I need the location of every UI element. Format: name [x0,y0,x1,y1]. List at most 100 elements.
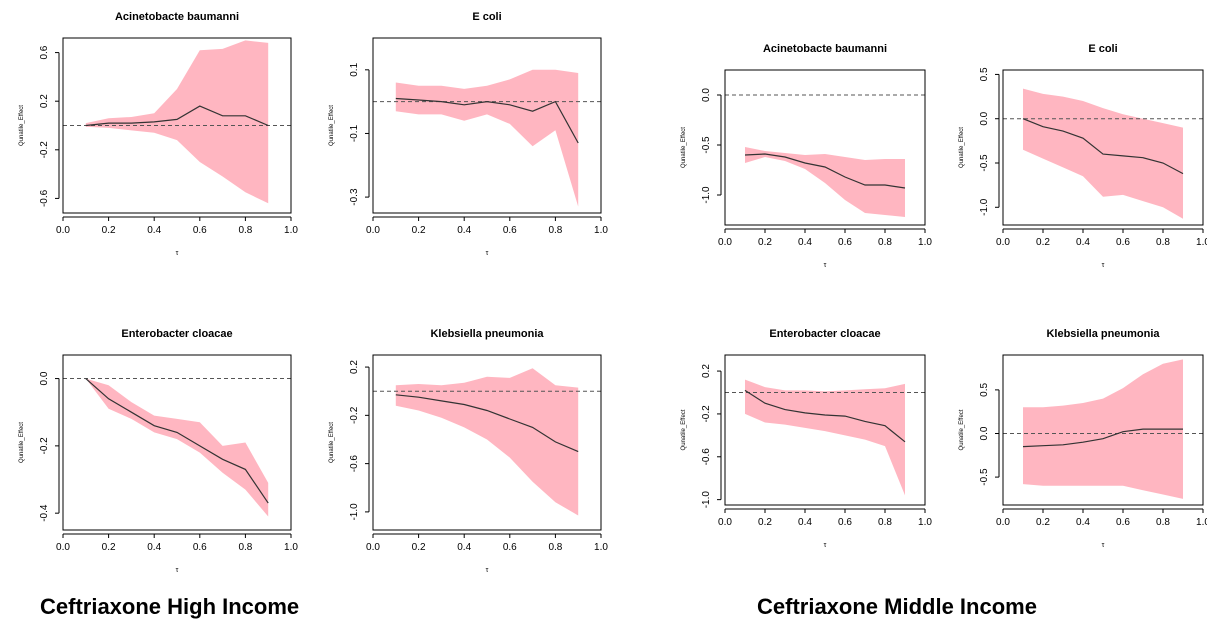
x-tick-label: 0.8 [878,237,892,248]
x-axis-label: τ [176,250,179,257]
plot-frame [1002,69,1204,226]
plot-frame [724,354,926,506]
confidence-band [1023,359,1183,499]
plot-frame [372,37,602,214]
y-tick-label: 0.0 [39,371,50,385]
y-axis-label: Qunatile_Effect [681,127,687,168]
y-tick-label: -1.0 [349,503,360,521]
x-tick-label: 0.0 [366,542,380,553]
x-tick-label: 0.0 [366,225,380,236]
y-tick-label: 0.1 [349,62,360,76]
estimate-line [1022,118,1184,175]
x-tick-label: 0.2 [412,225,426,236]
x-tick-label: 0.4 [798,237,812,248]
panel-3: Enterobacter cloacae 0.0 0.2 0.4 0.6 0.8 1.0 τ -… [19,328,298,574]
y-axis-label: Qunatile_Effect [19,422,25,463]
x-tick-label: 0.8 [238,542,252,553]
x-axis-label: τ [486,567,489,574]
x-tick-label: 0.6 [1116,517,1130,528]
panel-7: Enterobacter cloacae 0.0 0.2 0.4 0.6 0.8 1.0 τ -… [681,328,932,549]
y-tick-label: 0.0 [979,111,990,125]
y-tick-label: -0.2 [39,141,50,159]
x-tick-label: 1.0 [918,517,932,528]
x-tick-label: 0.6 [838,517,852,528]
panel-6: E coli 0.0 0.2 0.4 0.6 0.8 1.0 τ -1.0 -0.5 0.0 0.5 Q… [959,43,1207,269]
y-tick-label: 0.0 [701,88,712,102]
x-tick-label: 0.2 [758,237,772,248]
panel-1: Acinetobacte baumanni 0.0 0.2 0.4 0.6 0.8 1.0 τ… [19,11,298,257]
y-axis-label: Qunatile_Effect [681,409,687,450]
y-axis-label: Qunatile_Effect [959,127,965,168]
estimate-line [395,97,579,144]
estimate-line [744,389,906,443]
x-axis-label: τ [824,262,827,269]
panel-title: Acinetobacte baumanni [763,43,887,55]
y-tick-label: 0.2 [701,364,712,378]
x-tick-label: 0.8 [548,225,562,236]
panel-4: Klebsiella pneumonia 0.0 0.2 0.4 0.6 0.8 1.0 τ -… [329,328,608,574]
panel-title: Enterobacter cloacae [121,328,232,340]
x-tick-label: 0.6 [1116,237,1130,248]
panel-title: E coli [472,11,501,23]
x-tick-label: 0.0 [996,517,1010,528]
x-tick-label: 0.0 [56,542,70,553]
x-axis-label: τ [486,250,489,257]
x-tick-label: 0.2 [758,517,772,528]
plot-frame [1002,354,1204,506]
x-tick-label: 0.0 [718,517,732,528]
y-tick-label: -0.2 [39,437,50,455]
x-tick-label: 1.0 [284,225,298,236]
x-tick-label: 0.8 [878,517,892,528]
y-tick-label: -0.6 [39,189,50,207]
x-tick-label: 0.4 [457,225,471,236]
panel-8: Klebsiella pneumonia 0.0 0.2 0.4 0.6 0.8 1.0 τ -… [959,328,1207,549]
plot-frame [372,354,602,531]
x-tick-label: 0.4 [798,517,812,528]
x-tick-label: 0.8 [1156,517,1170,528]
x-axis-label: τ [176,567,179,574]
caption-high-income: Ceftriaxone High Income [40,594,300,619]
x-tick-label: 0.2 [412,542,426,553]
x-axis-label: τ [824,542,827,549]
y-tick-label: -1.0 [979,198,990,216]
y-tick-label: -0.1 [349,124,360,142]
confidence-band [745,379,905,496]
estimate-line [85,378,269,504]
x-tick-label: 0.8 [1156,237,1170,248]
confidence-band [745,147,905,217]
y-tick-label: 0.6 [39,45,50,59]
x-tick-label: 0.4 [147,542,161,553]
y-tick-label: -0.2 [349,406,360,424]
y-tick-label: -0.6 [349,455,360,473]
y-tick-label: -1.0 [701,186,712,204]
y-tick-label: 0.5 [979,67,990,81]
x-tick-label: 0.8 [238,225,252,236]
y-axis-label: Qunatile_Effect [19,105,25,146]
x-tick-label: 0.6 [838,237,852,248]
panel-title: Klebsiella pneumonia [1046,328,1160,340]
x-axis-label: τ [1102,542,1105,549]
confidence-band [395,368,579,516]
x-tick-label: 0.2 [102,225,116,236]
y-tick-label: -0.6 [701,448,712,466]
x-tick-label: 1.0 [594,542,608,553]
confidence-band [85,40,269,204]
y-tick-label: -0.2 [701,405,712,423]
y-tick-label: -0.4 [39,504,50,522]
y-tick-label: -0.5 [979,154,990,172]
x-tick-label: 0.0 [718,237,732,248]
y-tick-label: -0.5 [979,468,990,486]
caption-middle-income: Ceftriaxone Middle Income [757,594,1037,619]
y-tick-label: 0.0 [979,426,990,440]
x-tick-label: 0.6 [193,225,207,236]
x-tick-label: 0.4 [1076,237,1090,248]
x-axis-label: τ [1102,262,1105,269]
y-tick-label: -0.5 [701,136,712,154]
y-tick-label: -1.0 [701,491,712,509]
panel-title: Klebsiella pneumonia [430,328,544,340]
estimate-line [395,394,579,453]
x-tick-label: 1.0 [284,542,298,553]
panel-title: E coli [1088,43,1117,55]
x-tick-label: 0.6 [193,542,207,553]
